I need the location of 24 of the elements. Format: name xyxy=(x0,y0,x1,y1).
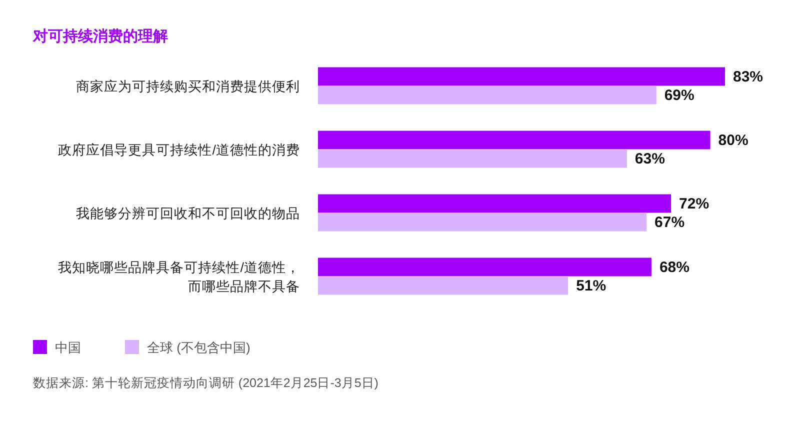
data-label: 67% xyxy=(654,214,685,230)
bar xyxy=(318,258,652,276)
data-label: 69% xyxy=(664,86,694,104)
text: 对可持续消费的理解 xyxy=(32,28,168,45)
legend-label: 全球 (不包含中国) xyxy=(147,340,250,354)
bar xyxy=(318,130,710,150)
bar xyxy=(318,149,627,168)
legend-label: 中国 xyxy=(55,340,81,354)
bar xyxy=(318,194,672,213)
y-tick-label: 我知晓哪些品牌具备可持续性/道德性，而哪些品牌不具备 xyxy=(58,259,300,294)
y-tick-label: 商家应为可持续购买和消费提供便利 xyxy=(76,78,300,94)
bar xyxy=(318,67,725,86)
bar xyxy=(318,212,647,232)
data-label: 51% xyxy=(576,277,606,294)
data-label: 68% xyxy=(659,258,690,276)
y-tick-label: 政府应倡导更具可持续性/道德性的消费 xyxy=(58,142,300,157)
bar xyxy=(318,86,656,104)
data-label: 63% xyxy=(634,150,665,167)
source-note: 数据来源: 第十轮新冠疫情动向调研 (2021年2月25日-3月5日) xyxy=(33,376,378,390)
data-label: 80% xyxy=(718,132,748,148)
y-tick-label: 我能够分辨可回收和不可回收的物品 xyxy=(76,205,300,220)
data-label: 72% xyxy=(679,195,710,212)
data-label: 83% xyxy=(733,68,764,85)
bar xyxy=(318,276,568,295)
